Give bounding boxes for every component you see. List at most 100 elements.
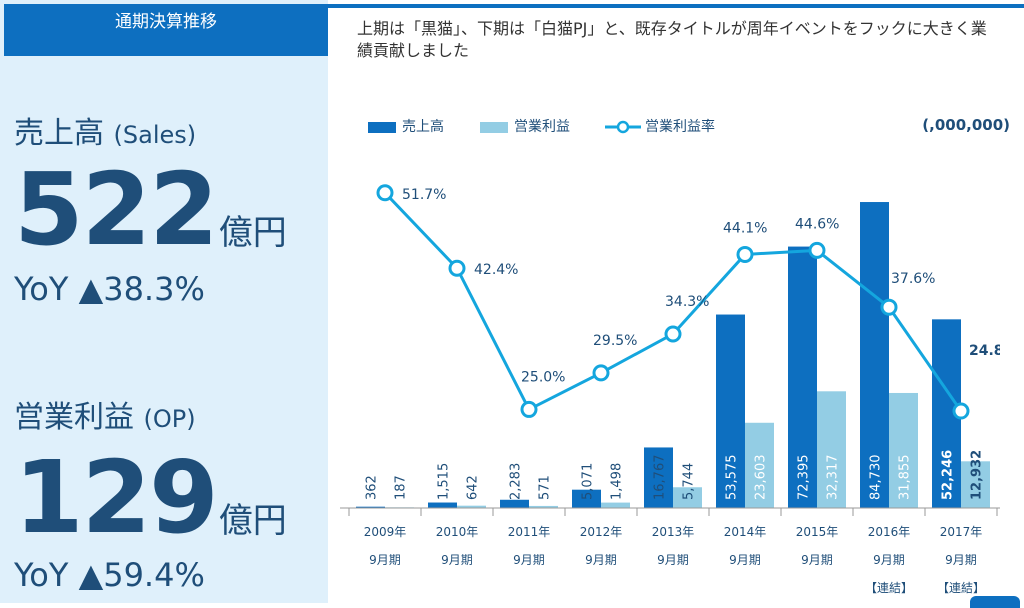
margin-point [664, 325, 682, 343]
margin-data-label: 24.8% [969, 343, 1000, 359]
x-tick-label: 9月期 [369, 553, 401, 567]
sales-data-label: 16,767 [653, 455, 668, 501]
sales-unit: 億円 [218, 213, 287, 253]
margin-data-label: 37.6% [891, 271, 935, 287]
sales-yoy: YoY ▲38.3% [14, 270, 205, 308]
x-tick-label: 9月期 [657, 553, 689, 567]
sales-data-label: 5,071 [581, 463, 596, 500]
x-tick-label: 2013年 [652, 525, 695, 539]
bar-sales [860, 202, 889, 508]
margin-point [952, 402, 970, 420]
op-data-label: 1,498 [610, 463, 625, 500]
corner-tab [970, 596, 1020, 608]
sales-data-label: 2,283 [509, 463, 524, 500]
bar-op [529, 505, 558, 508]
margin-point [880, 298, 898, 316]
x-tick-label: 9月期 [729, 553, 761, 567]
bar-op [745, 422, 774, 508]
legend-sales-swatch [368, 121, 396, 133]
x-tick-label: 2012年 [580, 525, 623, 539]
legend-sales: 売上高 [368, 116, 444, 136]
margin-point [592, 364, 610, 382]
x-tick-label: 9月期 [873, 553, 905, 567]
bar-op [457, 505, 486, 508]
x-tick-label: 2015年 [796, 525, 839, 539]
op-data-label: 12,932 [970, 450, 985, 500]
bar-op [673, 487, 702, 508]
op-value: 129億円 [14, 448, 287, 548]
bar-op [817, 391, 846, 508]
x-tick-label: 2014年 [724, 525, 767, 539]
op-data-label: 187 [394, 475, 409, 500]
x-tick-label: 2010年 [436, 525, 479, 539]
margin-point [736, 245, 754, 263]
sales-amount: 522 [14, 151, 219, 268]
sales-label-en: (Sales) [113, 121, 197, 149]
margin-data-label: 44.6% [795, 216, 839, 232]
bar-sales [716, 314, 745, 508]
margin-data-label: 34.3% [665, 294, 709, 310]
x-tick-label: 2009年 [364, 525, 407, 539]
legend-margin-swatch [605, 120, 641, 134]
margin-point [448, 259, 466, 277]
legend-op-swatch [480, 121, 508, 133]
op-data-label: 32,317 [826, 455, 841, 501]
x-tick-label: 2011年 [508, 525, 551, 539]
op-yoy: YoY ▲59.4% [14, 556, 205, 594]
margin-data-label: 44.1% [723, 220, 767, 236]
margin-data-label: 29.5% [593, 333, 637, 349]
bar-sales [788, 246, 817, 508]
x-tick-label: 【連結】 [937, 581, 985, 595]
x-tick-label: 9月期 [801, 553, 833, 567]
x-tick-label: 2016年 [868, 525, 911, 539]
op-label-jp: 営業利益 [14, 400, 134, 435]
header-rule [328, 4, 1024, 8]
legend-margin-label: 営業利益率 [645, 119, 715, 135]
op-data-label: 31,855 [898, 455, 913, 501]
margin-data-label: 25.0% [521, 369, 565, 385]
margin-data-label: 42.4% [474, 262, 518, 278]
legend-sales-label: 売上高 [402, 119, 444, 135]
x-tick-label: 【連結】 [865, 581, 913, 595]
legend-op: 営業利益 [480, 116, 570, 136]
op-data-label: 5,744 [682, 463, 697, 500]
bar-sales [572, 489, 601, 508]
x-tick-label: 9月期 [513, 553, 545, 567]
op-unit: 億円 [218, 501, 287, 541]
margin-data-label: 51.7% [402, 187, 446, 203]
op-amount: 129 [14, 439, 219, 556]
margin-point [376, 184, 394, 202]
op-data-label: 23,603 [754, 455, 769, 501]
summary-panel: 通期決算推移 売上高 (Sales) 522億円 YoY ▲38.3% 営業利益… [0, 0, 328, 603]
x-tick-label: 2017年 [940, 525, 983, 539]
sales-data-label: 84,730 [869, 455, 884, 501]
x-tick-label: 9月期 [585, 553, 617, 567]
sales-label: 売上高 (Sales) [14, 108, 196, 152]
op-data-label: 642 [466, 475, 481, 500]
bar-op [889, 392, 918, 508]
bar-sales [356, 506, 385, 508]
panel-header: 通期決算推移 [4, 4, 328, 56]
sales-label-jp: 売上高 [14, 116, 104, 151]
bar-sales [644, 447, 673, 508]
bar-sales [428, 502, 457, 508]
chart-headline: 上期は「黒猫」、下期は「白猫PJ」と、既存タイトルが周年イベントをフックに大きく… [357, 19, 987, 60]
sales-value: 522億円 [14, 160, 287, 260]
margin-point [520, 400, 538, 418]
op-label-en: (OP) [143, 405, 196, 433]
sales-data-label: 362 [365, 475, 380, 500]
bar-op [961, 461, 990, 508]
x-tick-label: 9月期 [945, 553, 977, 567]
sales-data-label: 52,246 [941, 450, 956, 500]
results-chart: 362 187 1,515 642 2,283 571 5,071 1,498 16,767 5,… [340, 184, 1000, 595]
bar-sales [500, 499, 529, 508]
legend-margin: 営業利益率 [605, 116, 715, 136]
op-label: 営業利益 (OP) [14, 392, 196, 436]
op-data-label: 571 [538, 475, 553, 500]
sales-data-label: 72,395 [797, 455, 812, 501]
x-tick-label: 9月期 [441, 553, 473, 567]
legend-op-label: 営業利益 [514, 119, 570, 135]
unit-label: (,000,000) [922, 116, 1010, 134]
bar-op [601, 502, 630, 508]
sales-data-label: 1,515 [437, 463, 452, 500]
